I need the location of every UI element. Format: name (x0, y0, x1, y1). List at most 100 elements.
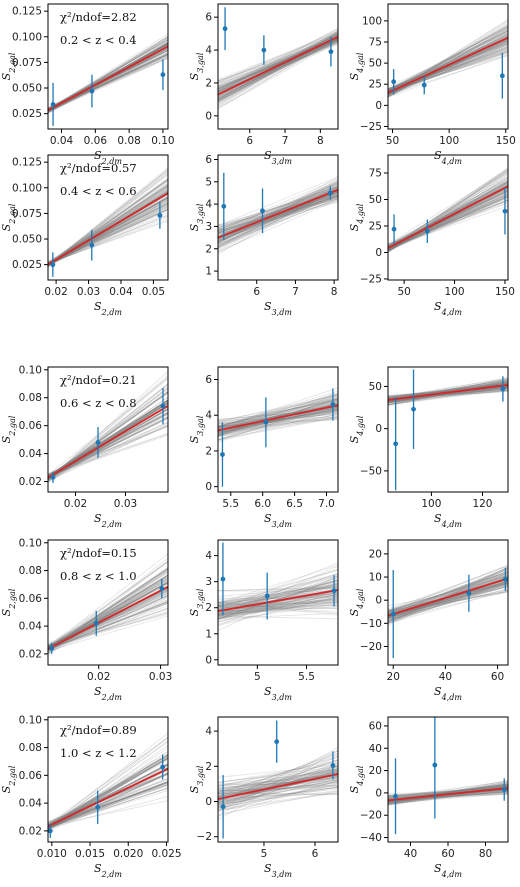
x-tick-label: 0.015 (75, 848, 105, 860)
sample-line (218, 38, 338, 98)
sample-line (218, 416, 338, 440)
sample-line (48, 754, 168, 827)
sample-line (388, 26, 508, 93)
best-fit-line (48, 45, 168, 112)
chart-panel-2-2: 100 120 −50 0 50 S4,dm S4,gal (348, 366, 509, 529)
sample-line (218, 583, 338, 620)
sample-line (218, 34, 338, 93)
sample-line (388, 783, 508, 801)
sample-line (388, 196, 508, 250)
sample-line (48, 383, 168, 479)
sample-line (388, 379, 508, 401)
sample-line (388, 579, 508, 619)
sample-line (48, 772, 168, 829)
sample-line (218, 180, 338, 238)
best-fit-line (48, 192, 168, 266)
sample-line (388, 172, 508, 248)
axes-frame (217, 716, 339, 843)
sample-line (388, 571, 508, 610)
sample-line (388, 179, 508, 246)
sample-line (48, 569, 168, 655)
sample-line (218, 565, 338, 618)
sample-line (388, 55, 508, 95)
sample-line (48, 757, 168, 831)
sample-line (388, 790, 508, 803)
sample-line (218, 185, 338, 229)
sample-line (388, 589, 508, 624)
sample-line (48, 753, 168, 826)
plot-area (48, 33, 168, 126)
sample-line (218, 602, 338, 606)
sample-line (218, 410, 338, 429)
sample-line (388, 29, 508, 97)
sample-line (48, 566, 168, 651)
sample-line (218, 782, 338, 795)
sample-line (48, 568, 168, 650)
sample-line (48, 42, 168, 110)
sample-line (48, 782, 168, 827)
sample-line (218, 401, 338, 430)
redshift-annotation: 0.6 < z < 0.8 (60, 396, 137, 410)
sample-line (48, 747, 168, 829)
data-point (331, 588, 337, 594)
sample-line (388, 35, 508, 90)
chi2-annotation: χ²/ndof=2.82 (60, 10, 137, 24)
best-fit-line (388, 36, 508, 94)
sample-line (218, 195, 338, 246)
sample-line (48, 769, 168, 830)
sample-line (388, 25, 508, 94)
sample-line (388, 44, 508, 95)
sample-line (388, 198, 508, 249)
sample-line (388, 580, 508, 617)
sample-line (218, 390, 338, 428)
sample-line (48, 612, 168, 650)
sample-line (388, 780, 508, 800)
plot-area (218, 387, 338, 487)
sample-line (388, 580, 508, 622)
sample-line (388, 386, 508, 404)
sample-line (388, 390, 508, 399)
sample-line (48, 608, 168, 649)
sample-line (218, 774, 338, 787)
sample-line (218, 601, 338, 616)
data-point (393, 441, 399, 447)
sample-line (218, 592, 338, 618)
x-tick-label: 6.5 (286, 498, 303, 510)
plot-area (388, 564, 508, 659)
sample-line (48, 417, 168, 479)
sample-line (388, 196, 508, 249)
sample-line (48, 57, 168, 111)
sample-line (218, 34, 338, 95)
sample-line (218, 598, 338, 617)
sample-line (218, 771, 338, 797)
sample-line (388, 30, 508, 90)
sample-line (218, 594, 338, 618)
sample-line (218, 409, 338, 437)
sample-line (48, 53, 168, 112)
sample-line (388, 168, 508, 253)
plot-area (48, 732, 168, 838)
sample-line (218, 31, 338, 106)
sample-line (218, 579, 338, 611)
sample-line (388, 582, 508, 623)
sample-line (388, 781, 508, 805)
sample-line (218, 584, 338, 606)
sample-line (48, 399, 168, 477)
sample-line (218, 599, 338, 619)
sample-line (48, 47, 168, 112)
sample-line (218, 762, 338, 807)
sample-line (48, 732, 168, 829)
y-tick-label: −2 (197, 831, 212, 843)
sample-line (48, 33, 168, 111)
sample-line (48, 399, 168, 477)
sample-line (388, 388, 508, 402)
sample-line (48, 169, 168, 267)
sample-line (218, 406, 338, 435)
chart-panel-3-0: 0.02 0.03 0.02 0.04 0.06 0.08 0.10 S2,dm S2,gal χ… (0, 537, 172, 701)
sample-line (388, 377, 508, 399)
sample-line (48, 740, 168, 829)
sample-line (388, 790, 508, 805)
y-axis-label: S3,gal (188, 415, 205, 443)
sample-line (218, 406, 338, 441)
